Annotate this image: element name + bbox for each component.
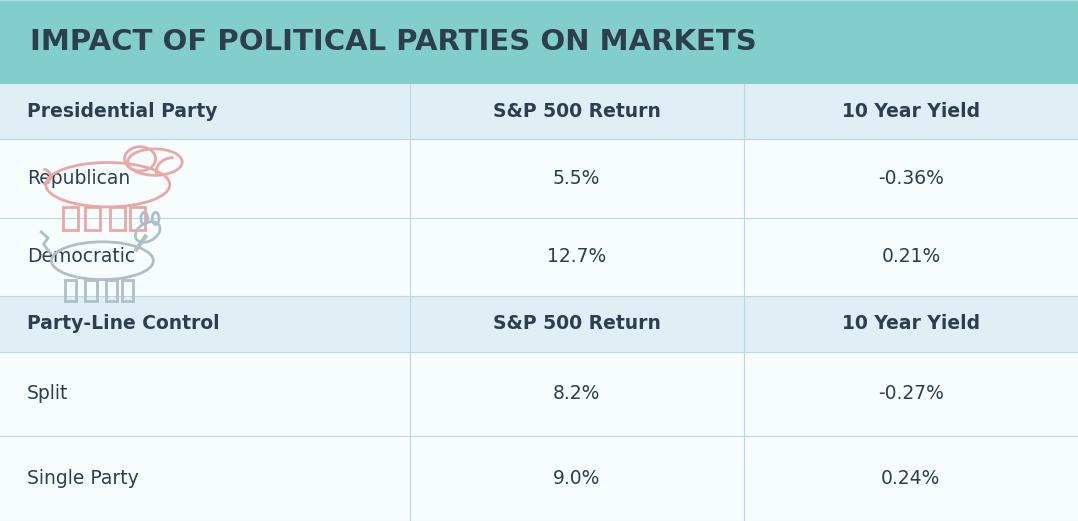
- Text: 0.24%: 0.24%: [881, 469, 941, 488]
- Text: Split: Split: [27, 384, 68, 403]
- Text: S&P 500 Return: S&P 500 Return: [493, 102, 661, 121]
- Text: 12.7%: 12.7%: [548, 247, 606, 266]
- Text: 10 Year Yield: 10 Year Yield: [842, 102, 980, 121]
- Text: 5.5%: 5.5%: [553, 169, 600, 188]
- Text: 10 Year Yield: 10 Year Yield: [842, 314, 980, 333]
- Text: Party-Line Control: Party-Line Control: [27, 314, 220, 333]
- Text: Single Party: Single Party: [27, 469, 139, 488]
- Text: 9.0%: 9.0%: [553, 469, 600, 488]
- FancyBboxPatch shape: [0, 352, 1078, 436]
- Text: IMPACT OF POLITICAL PARTIES ON MARKETS: IMPACT OF POLITICAL PARTIES ON MARKETS: [30, 28, 757, 56]
- FancyBboxPatch shape: [0, 84, 1078, 139]
- Text: 8.2%: 8.2%: [553, 384, 600, 403]
- FancyBboxPatch shape: [0, 436, 1078, 521]
- Text: -0.36%: -0.36%: [877, 169, 944, 188]
- Text: S&P 500 Return: S&P 500 Return: [493, 314, 661, 333]
- FancyBboxPatch shape: [0, 0, 1078, 84]
- FancyBboxPatch shape: [0, 218, 1078, 296]
- Text: Democratic: Democratic: [27, 247, 135, 266]
- FancyBboxPatch shape: [0, 139, 1078, 218]
- Text: Republican: Republican: [27, 169, 130, 188]
- Text: 0.21%: 0.21%: [882, 247, 940, 266]
- Text: -0.27%: -0.27%: [877, 384, 944, 403]
- FancyBboxPatch shape: [0, 296, 1078, 352]
- Text: Presidential Party: Presidential Party: [27, 102, 218, 121]
